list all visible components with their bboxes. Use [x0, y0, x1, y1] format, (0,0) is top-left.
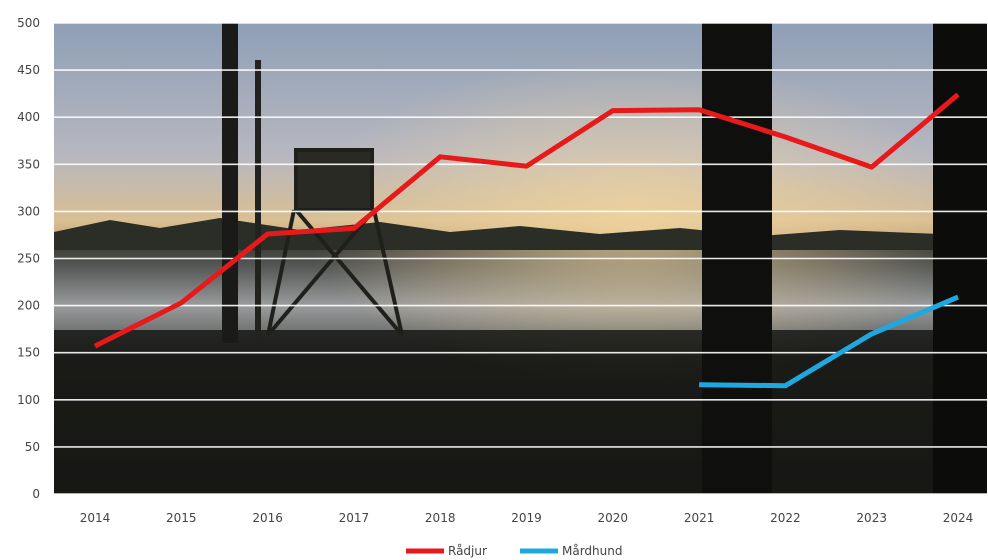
y-tick-label: 350 — [17, 157, 40, 171]
y-tick-label: 500 — [17, 16, 40, 30]
x-axis-tick-labels: 2014 2015 2016 2017 2018 2019 2020 2021 2022 2023… — [80, 511, 974, 525]
gridlines — [54, 22, 987, 495]
y-tick-label: 50 — [25, 440, 40, 454]
x-tick-label: 2014 — [80, 511, 111, 525]
y-axis-tick-labels: 0 50 100 150 200 250 300 350 400 450 500 — [17, 16, 40, 501]
x-tick-label: 2024 — [943, 511, 974, 525]
legend: Rådjur Mårdhund — [406, 544, 622, 558]
x-tick-label: 2017 — [339, 511, 370, 525]
x-tick-label: 2018 — [425, 511, 456, 525]
y-tick-label: 0 — [32, 487, 40, 501]
y-tick-label: 400 — [17, 110, 40, 124]
y-tick-label: 150 — [17, 346, 40, 360]
x-tick-label: 2019 — [511, 511, 542, 525]
x-tick-label: 2023 — [856, 511, 887, 525]
x-tick-label: 2022 — [770, 511, 801, 525]
legend-label: Mårdhund — [562, 544, 622, 558]
legend-label: Rådjur — [448, 544, 487, 558]
x-tick-label: 2021 — [684, 511, 715, 525]
x-tick-label: 2020 — [598, 511, 629, 525]
series-line-1 — [699, 294, 959, 389]
y-tick-label: 100 — [17, 393, 40, 407]
y-tick-label: 450 — [17, 63, 40, 77]
y-tick-label: 250 — [17, 252, 40, 266]
x-tick-label: 2015 — [166, 511, 197, 525]
series-lines — [93, 92, 960, 389]
x-tick-label: 2016 — [252, 511, 283, 525]
series-line-0 — [93, 92, 960, 349]
y-tick-label: 300 — [17, 204, 40, 218]
y-tick-label: 200 — [17, 299, 40, 313]
